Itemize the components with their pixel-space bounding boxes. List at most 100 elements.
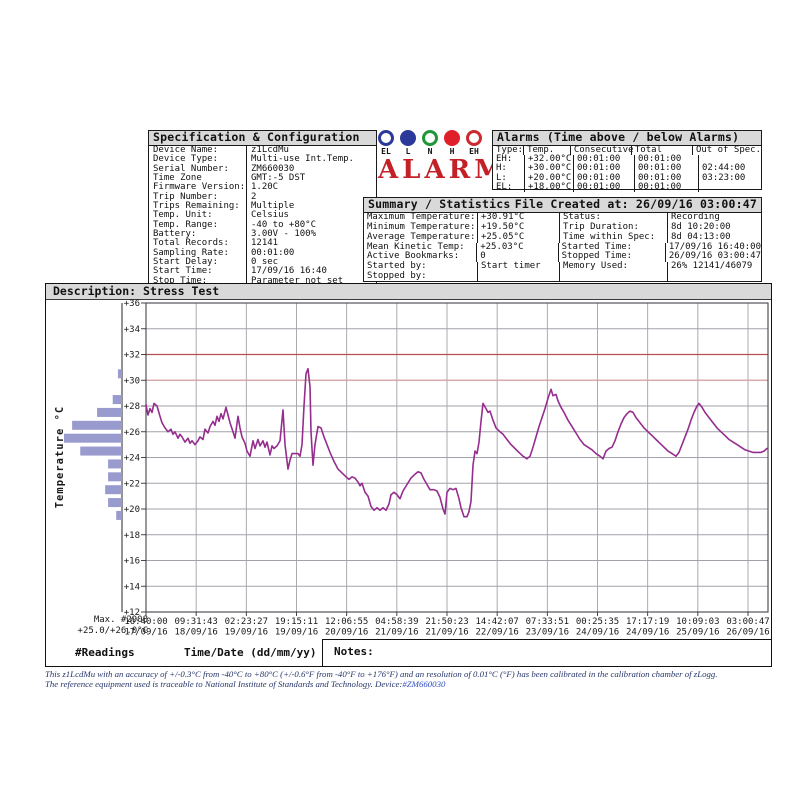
alarm-cell: 00:01:00	[573, 154, 634, 165]
alarm-cell: +32.00°C	[524, 154, 573, 165]
summary-row: Stopped by:	[364, 271, 761, 282]
h-alarm-icon	[444, 130, 460, 146]
alarms-row: H: +30.00°C 00:01:00 00:01:00 02:44:00	[493, 163, 761, 174]
spec-config-rows: Device Name: z1LcdMu Device Type: Multi-use…	[149, 145, 376, 286]
summary-cell: 8d 04:13:00	[667, 232, 761, 243]
summary-rows: Maximum Temperature: +30.91°C Status: Recor…	[364, 212, 761, 282]
spec-row-value: Celsius	[246, 210, 376, 221]
spec-row-value: Multiple	[246, 201, 376, 212]
spec-row-label: Trip Number:	[153, 191, 219, 202]
alarm-level-label: N	[427, 147, 433, 156]
spec-row-value: 1.20C	[246, 182, 376, 193]
summary-row: Average Temperature: +25.05°C Time within …	[364, 232, 761, 243]
spec-row-label: Sampling Rate:	[153, 247, 229, 258]
summary-cell: +25.03°C	[476, 242, 557, 253]
alarm-cell: 00:01:00	[573, 182, 634, 193]
summary-table: Summary / Statistics File Created at: 26…	[363, 197, 762, 282]
spec-row-label: Temp. Unit:	[153, 210, 213, 221]
alarm-cell: 00:01:00	[573, 173, 634, 183]
spec-row-label: Device Name:	[153, 145, 219, 155]
summary-cell: +19.50°C	[477, 222, 559, 233]
spec-row: Total Records: 12141	[149, 238, 376, 249]
alarm-cell: +30.00°C	[524, 164, 573, 174]
spec-row-value: 12141	[246, 238, 376, 249]
alarm-cell: EL:	[496, 181, 513, 192]
summary-cell: Recording	[667, 212, 761, 223]
summary-cell: Trip Duration:	[559, 222, 667, 233]
alarm-level-icons	[378, 130, 490, 146]
spec-row-label: Trips Remaining:	[153, 200, 240, 211]
summary-cell: Maximum Temperature:	[367, 212, 476, 222]
spec-row-value: 00:01:00	[246, 248, 376, 258]
alarm-cell: Total	[630, 145, 692, 156]
spec-row: Stop Time: Parameter not set	[149, 275, 376, 286]
fine-print-line2: The reference equipment used is traceabl…	[45, 678, 446, 689]
summary-cell: Stopped Time:	[557, 252, 665, 263]
spec-row-label: Temp. Range:	[153, 219, 219, 230]
spec-row-value: -40 to +80°C	[246, 220, 376, 230]
timedate-axis-label: Time/Date (dd/mm/yy)	[184, 646, 317, 659]
summary-cell: Time within Spec:	[559, 232, 667, 243]
summary-row: Mean Kinetic Temp: +25.03°C Started Time: 1…	[364, 241, 761, 253]
summary-cell: Active Bookmarks:	[367, 251, 460, 262]
spec-row-label: Stop Time:	[153, 275, 208, 286]
summary-cell: 26/09/16 03:00:47	[664, 252, 761, 263]
alarm-cell: H:	[496, 163, 507, 174]
spec-row: Serial Number: ZM660030	[149, 163, 376, 174]
alarm-level-labels: EL L N H EH	[378, 147, 490, 156]
alarms-table: Alarms (Time above / below Alarms) Type:…	[492, 130, 762, 193]
spec-row: Trip Number: 2	[149, 191, 376, 202]
spec-row: Device Name: z1LcdMu	[149, 145, 376, 156]
summary-cell: Started Time:	[557, 242, 665, 253]
alarm-level-label: H	[449, 147, 455, 156]
spec-row: Sampling Rate: 00:01:00	[149, 247, 376, 258]
spec-row: Battery: 3.00V - 100%	[149, 229, 376, 240]
alarm-level-label: EL	[381, 147, 391, 156]
l-alarm-icon	[400, 130, 416, 146]
spec-row-label: Serial Number:	[153, 163, 229, 174]
summary-row: Started by: Start timer Memory Used: 26% 12…	[364, 261, 761, 273]
alarm-cell: +20.00°C	[524, 173, 573, 183]
summary-cell: Status:	[559, 212, 667, 223]
description-value: Stress Test	[143, 284, 220, 298]
alarm-cell: 02:44:00	[698, 164, 761, 174]
summary-row: Active Bookmarks: 0 Stopped Time: 26/09/16 …	[364, 251, 761, 263]
spec-row-value: Multi-use Int.Temp.	[246, 154, 376, 165]
alarms-table-rows: Type: Temp. Consecutive Total Out of Spec. EH…	[493, 145, 761, 193]
fine-print-line1: This z1LcdMu with an accuracy of +/-0.3°…	[45, 669, 718, 679]
spec-row: Time Zone GMT:-5 DST	[149, 173, 376, 184]
spec-config-title: Specification & Configuration	[149, 131, 376, 146]
alarm-cell: L:	[496, 172, 507, 183]
summary-header: Summary / Statistics File Created at: 26…	[364, 198, 761, 213]
summary-cell: Mean Kinetic Temp:	[367, 241, 465, 252]
summary-cell: Started by:	[367, 261, 427, 272]
readings-axis-label: #Readings	[75, 646, 135, 659]
alarm-cell: 00:01:00	[573, 164, 634, 174]
el-alarm-icon	[378, 130, 394, 146]
spec-row: Start Time: 17/09/16 16:40	[149, 266, 376, 277]
spec-row-value: 2	[246, 192, 376, 202]
alarm-status-text: ALARM	[378, 155, 508, 185]
spec-row: Trips Remaining: Multiple	[149, 200, 376, 212]
summary-row: Minimum Temperature: +19.50°C Trip Duratio…	[364, 222, 761, 233]
spec-row: Device Type: Multi-use Int.Temp.	[149, 154, 376, 165]
alarm-cell: 00:01:00	[634, 164, 698, 174]
summary-cell: Stopped by:	[367, 271, 427, 282]
alarm-level-label: L	[405, 147, 411, 156]
spec-row: Temp. Range: -40 to +80°C	[149, 219, 376, 230]
alarm-cell: Temp.	[523, 145, 570, 156]
file-created-text: File Created at: 26/09/16 03:00:47	[514, 197, 757, 211]
spec-row: Temp. Unit: Celsius	[149, 210, 376, 221]
summary-cell: Start timer	[477, 261, 559, 273]
alarm-cell: EH:	[496, 154, 513, 165]
spec-row-value: ZM660030	[246, 164, 376, 174]
chart-description-bar: Description: Stress Test	[46, 284, 771, 300]
alarm-cell: 00:01:00	[634, 182, 698, 193]
description-label: Description:	[53, 284, 137, 298]
summary-cell: Memory Used:	[559, 261, 667, 273]
summary-cell: 17/09/16 16:40:00	[664, 242, 761, 253]
summary-title: Summary / Statistics	[368, 197, 511, 211]
alarm-cell: Type:	[496, 145, 524, 155]
spec-row-value: 3.00V - 100%	[246, 229, 376, 240]
